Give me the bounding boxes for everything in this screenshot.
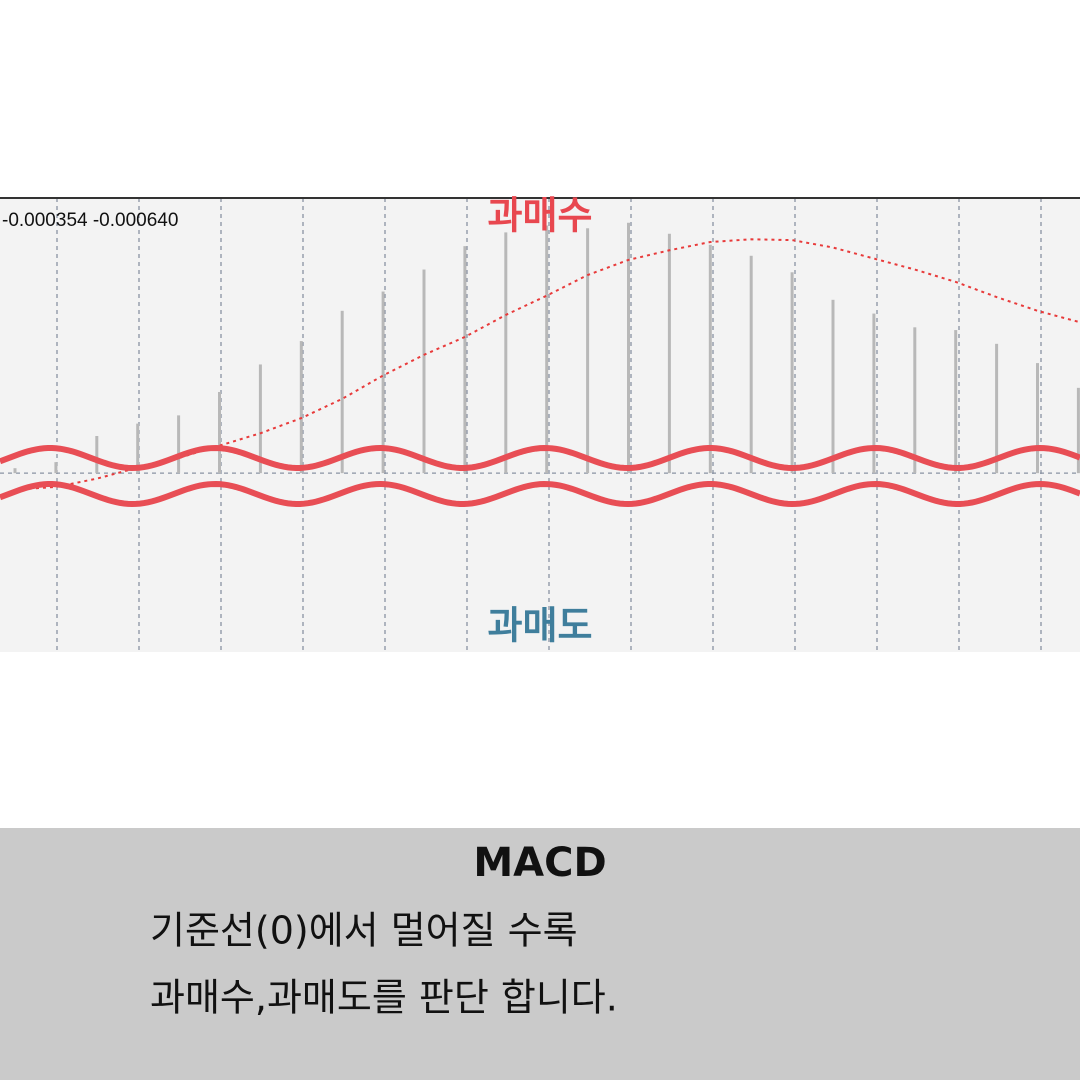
histogram-bar <box>708 244 712 474</box>
histogram-bar <box>1036 363 1039 474</box>
histogram-bar <box>749 255 753 474</box>
histogram-bar <box>913 327 917 474</box>
histogram-bar <box>95 436 99 474</box>
caption-line: 과매수,과매도를 판단 합니다. <box>150 976 618 1020</box>
indicator-values: -0.000354 -0.000640 <box>2 210 178 231</box>
histogram-bar <box>340 310 344 474</box>
annotation: 과매수 <box>488 194 593 238</box>
histogram-bar <box>1076 387 1080 474</box>
annotation: 과매도 <box>488 604 593 648</box>
histogram-bar <box>504 232 508 474</box>
histogram-bar <box>954 330 958 474</box>
histogram-bar <box>586 228 590 474</box>
histogram-bar <box>381 291 385 474</box>
histogram-bar <box>13 468 17 474</box>
histogram-bar <box>136 423 140 474</box>
chart-panel <box>0 198 1080 652</box>
caption-line: 기준선(0)에서 멀어질 수록 <box>150 909 578 953</box>
histogram-bar <box>299 341 303 474</box>
caption-box <box>0 828 1080 1080</box>
histogram-bar <box>54 462 58 474</box>
histogram-bar <box>790 272 794 474</box>
histogram-bar <box>218 391 221 474</box>
histogram-bar <box>667 233 671 474</box>
histogram-bar <box>627 222 630 474</box>
wave-decoration <box>0 444 1080 471</box>
histogram-bar <box>177 415 181 474</box>
histogram-bar <box>831 299 835 474</box>
histogram-bar <box>872 313 876 474</box>
histogram-bar <box>995 343 999 474</box>
histogram-bar <box>258 364 262 474</box>
histogram-bar <box>422 269 426 474</box>
wave-decoration <box>0 480 1080 507</box>
histogram-bar <box>545 225 549 474</box>
caption-title: MACD <box>473 840 606 886</box>
histogram-bar <box>463 246 467 474</box>
